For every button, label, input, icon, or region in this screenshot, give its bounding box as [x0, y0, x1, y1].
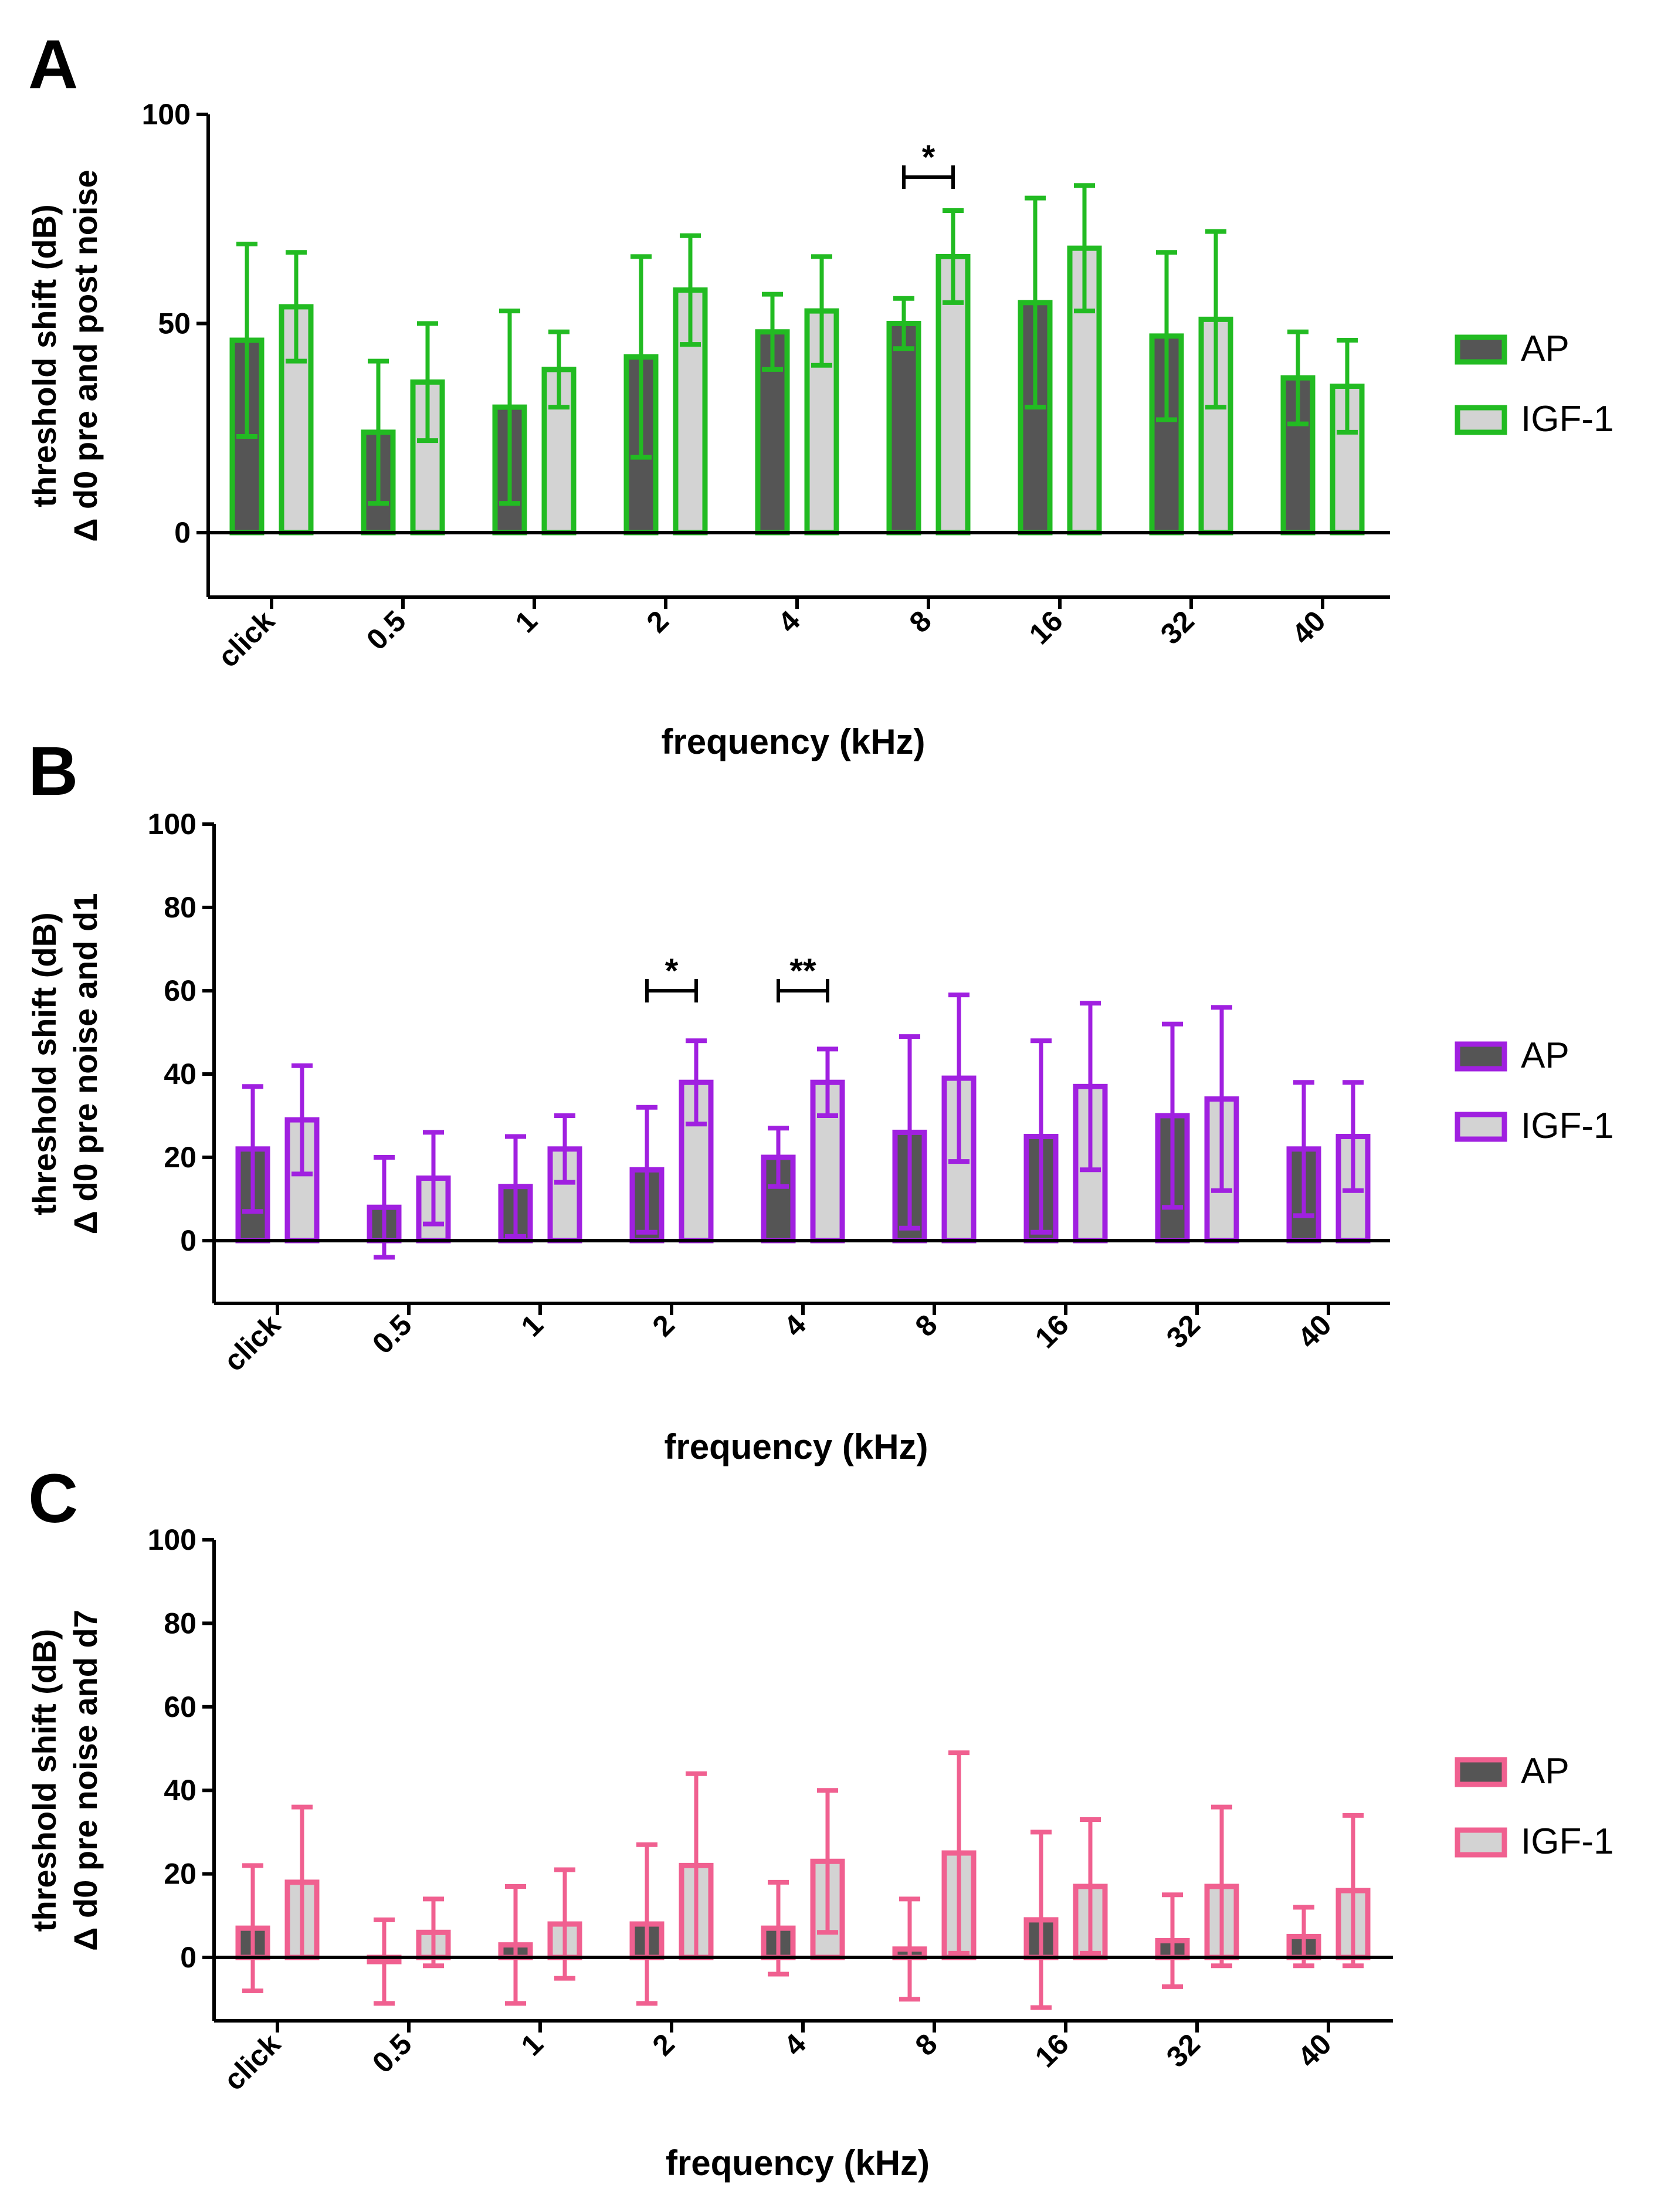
x-tick-label: 2: [640, 604, 675, 639]
x-tick-label: click: [212, 604, 281, 673]
panel-label: B: [28, 733, 78, 810]
x-axis-title: frequency (kHz): [661, 722, 925, 761]
y-axis-title-line: threshold shift (dB): [26, 1629, 63, 1932]
x-tick-label: 40: [1291, 1308, 1338, 1354]
y-tick-label: 80: [164, 891, 196, 924]
significance-label: *: [922, 138, 935, 177]
x-tick-label: 0.5: [366, 1308, 418, 1360]
legend-label: AP: [1521, 1751, 1570, 1791]
legend-swatch-igf-1: [1455, 1112, 1507, 1142]
y-tick-label: 40: [164, 1058, 196, 1090]
legend-label: AP: [1521, 1035, 1570, 1076]
y-tick-label: 60: [164, 1691, 196, 1723]
y-axis-title-line: Δ d0 pre noise and d7: [67, 1610, 104, 1951]
panel-label: A: [28, 26, 78, 103]
y-axis-title-line: Δ d0 pre and post noise: [67, 170, 104, 542]
x-tick-label: 0.5: [360, 604, 412, 656]
chart-panel-c: C 0 20 40 60 80 100 threshold shift (dB) Δ d0 pr…: [26, 1460, 1613, 2183]
x-axis-title: frequency (kHz): [664, 1427, 928, 1466]
y-tick-label: 100: [142, 98, 191, 131]
x-tick-label: 2: [646, 2027, 681, 2062]
chart-panel-a: A 0 50 100 threshold shift (dB) Δ d0 pre and …: [26, 26, 1613, 761]
y-tick-label: 0: [174, 516, 191, 549]
y-tick-label: 20: [164, 1141, 196, 1174]
x-axis-title: frequency (kHz): [666, 2143, 930, 2183]
x-tick-label: 16: [1029, 1308, 1075, 1354]
x-tick-label: 40: [1286, 604, 1332, 651]
y-tick-label: 100: [148, 808, 196, 841]
y-tick-label: 80: [164, 1607, 196, 1639]
x-tick-label: 8: [909, 1308, 944, 1343]
panel-label: C: [28, 1460, 78, 1537]
y-axis-title: threshold shift (dB) Δ d0 pre noise and d…: [26, 1610, 104, 1951]
x-tick-label: 40: [1291, 2027, 1338, 2074]
x-tick-label: 4: [778, 2027, 812, 2062]
y-axis-title-line: threshold shift (dB): [26, 204, 63, 507]
y-axis-title-line: Δ d0 pre noise and d1: [67, 893, 104, 1235]
y-tick-label: 0: [180, 1224, 196, 1257]
significance-label: **: [789, 952, 816, 990]
y-tick-label: 40: [164, 1774, 196, 1807]
y-axis-title-line: threshold shift (dB): [26, 912, 63, 1215]
x-tick-label: 1: [515, 1308, 550, 1343]
y-tick-label: 50: [158, 307, 191, 340]
x-tick-label: 32: [1160, 1308, 1206, 1354]
y-axis-title: threshold shift (dB) Δ d0 pre noise and d…: [26, 893, 104, 1235]
x-tick-label: 32: [1160, 2027, 1206, 2074]
x-tick-label: 1: [515, 2027, 550, 2062]
legend-swatch-ap: [1455, 1041, 1507, 1072]
x-tick-label: click: [218, 2027, 287, 2096]
x-tick-label: 2: [646, 1308, 681, 1343]
x-tick-label: 16: [1023, 604, 1069, 651]
x-tick-label: 0.5: [366, 2027, 418, 2079]
x-tick-label: 4: [778, 1308, 812, 1343]
legend-swatch-ap: [1455, 1757, 1507, 1787]
bar-ap-8: [886, 321, 921, 536]
legend-label: AP: [1521, 328, 1570, 369]
x-tick-label: 8: [909, 2027, 944, 2062]
x-tick-label: 4: [772, 604, 806, 639]
chart-panel-b: B 0 20 40 60 80 100 threshold shift (dB) Δ d0 pr…: [26, 733, 1613, 1466]
x-tick-label: click: [218, 1308, 287, 1377]
y-tick-label: 0: [180, 1941, 196, 1974]
legend-label: IGF-1: [1521, 1106, 1613, 1146]
legend-swatch-igf-1: [1455, 1827, 1507, 1858]
x-tick-label: 1: [509, 604, 544, 639]
x-tick-label: 8: [903, 604, 938, 639]
legend-label: IGF-1: [1521, 1821, 1613, 1862]
significance-label: *: [665, 952, 679, 990]
y-tick-label: 20: [164, 1858, 196, 1891]
y-tick-label: 100: [148, 1523, 196, 1556]
x-tick-label: 32: [1154, 604, 1201, 651]
legend-swatch-igf-1: [1455, 405, 1507, 435]
y-axis-title: threshold shift (dB) Δ d0 pre and post no…: [26, 170, 104, 542]
legend-swatch-ap: [1455, 334, 1507, 365]
legend-label: IGF-1: [1521, 399, 1613, 439]
x-tick-label: 16: [1029, 2027, 1075, 2074]
y-tick-label: 60: [164, 974, 196, 1007]
